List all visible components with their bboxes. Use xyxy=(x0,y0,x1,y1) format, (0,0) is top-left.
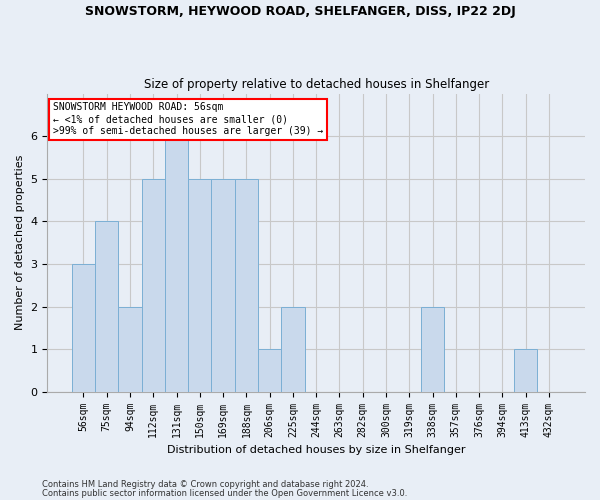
Text: SNOWSTORM HEYWOOD ROAD: 56sqm
← <1% of detached houses are smaller (0)
>99% of s: SNOWSTORM HEYWOOD ROAD: 56sqm ← <1% of d… xyxy=(53,102,323,136)
Bar xyxy=(95,222,118,392)
Bar xyxy=(188,178,211,392)
Bar xyxy=(72,264,95,392)
Bar xyxy=(142,178,165,392)
Bar xyxy=(118,306,142,392)
Text: SNOWSTORM, HEYWOOD ROAD, SHELFANGER, DISS, IP22 2DJ: SNOWSTORM, HEYWOOD ROAD, SHELFANGER, DIS… xyxy=(85,5,515,18)
Bar xyxy=(514,349,537,392)
Bar xyxy=(281,306,305,392)
Bar xyxy=(258,349,281,392)
Y-axis label: Number of detached properties: Number of detached properties xyxy=(15,155,25,330)
Bar xyxy=(421,306,444,392)
Bar xyxy=(165,136,188,392)
Bar xyxy=(235,178,258,392)
Bar xyxy=(211,178,235,392)
Text: Contains public sector information licensed under the Open Government Licence v3: Contains public sector information licen… xyxy=(42,488,407,498)
Title: Size of property relative to detached houses in Shelfanger: Size of property relative to detached ho… xyxy=(143,78,489,91)
X-axis label: Distribution of detached houses by size in Shelfanger: Distribution of detached houses by size … xyxy=(167,445,466,455)
Text: Contains HM Land Registry data © Crown copyright and database right 2024.: Contains HM Land Registry data © Crown c… xyxy=(42,480,368,489)
